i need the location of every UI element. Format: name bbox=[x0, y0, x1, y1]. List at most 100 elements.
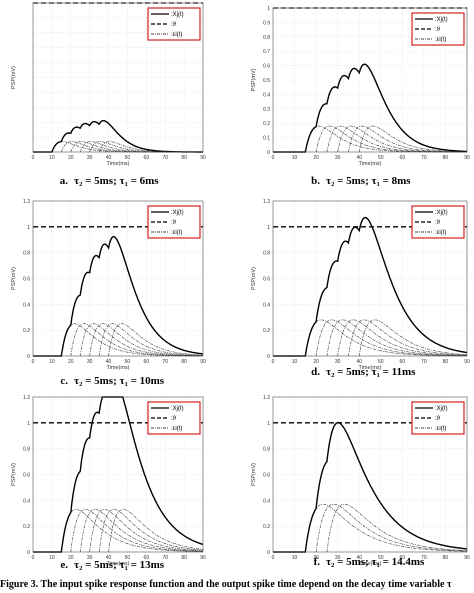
x-tick-label: 80 bbox=[443, 359, 449, 365]
x-tick-label: 70 bbox=[162, 555, 168, 561]
y-tick-label: 1 bbox=[27, 421, 30, 427]
y-tick-label: 0.6 bbox=[263, 473, 270, 479]
legend-kernel-label: :εi(t) bbox=[171, 426, 182, 432]
y-tick-label: 0 bbox=[267, 150, 270, 156]
kernel-line-1 bbox=[305, 319, 467, 357]
legend-kernel-label: :εi(t) bbox=[435, 426, 446, 432]
legend: :Xj(t):ϑ:εi(t) bbox=[147, 205, 201, 239]
legend-box bbox=[411, 401, 465, 435]
chart-panel-5: 0 10 20 30 40 50 60 70 80 90 0 0.2 0.4 0.6 0.8 1 1.2 Time… bbox=[11, 395, 206, 571]
x-tick-label: 10 bbox=[292, 155, 298, 161]
x-tick-label: 10 bbox=[49, 359, 55, 365]
x-tick-label: 30 bbox=[87, 555, 93, 561]
chart-panel-2: 0 10 20 30 40 50 60 70 80 90 0 0.1 0.2 0.3 0.4 0.5 0.6 0.… bbox=[251, 6, 470, 187]
x-tick-label: 60 bbox=[144, 555, 150, 561]
kernel-line-5 bbox=[89, 141, 203, 153]
x-tick-label: 80 bbox=[181, 555, 187, 561]
x-tick-label: 70 bbox=[421, 555, 427, 561]
x-tick-label: 90 bbox=[200, 555, 206, 561]
panel-label: f. bbox=[314, 556, 321, 568]
x-tick-label: 50 bbox=[378, 155, 384, 161]
y-tick-label: 0.4 bbox=[23, 302, 30, 308]
legend: :Xj(t):ϑ:εi(t) bbox=[147, 7, 201, 41]
kernel-line-3 bbox=[79, 323, 203, 357]
y-tick-label: 0.1 bbox=[263, 136, 270, 142]
kernel-line-3 bbox=[79, 509, 204, 553]
x-tick-label: 20 bbox=[313, 155, 319, 161]
chart-panel-1: 0 10 20 30 40 50 60 70 80 90 Time(ms) PSP(mV):Xj(t)… bbox=[11, 2, 206, 187]
panel-sublabel: τ₂ = 5ms; τ₁ = 14.4ms bbox=[326, 556, 425, 568]
x-tick-label: 90 bbox=[464, 555, 470, 561]
x-tick-label: 40 bbox=[356, 155, 362, 161]
x-tick-label: 50 bbox=[125, 359, 131, 365]
x-tick-label: 30 bbox=[335, 555, 341, 561]
y-tick-label: 0.6 bbox=[263, 277, 270, 283]
y-axis-label: PSP(mV) bbox=[11, 66, 17, 89]
legend-psp-label: :Xj(t) bbox=[171, 406, 184, 412]
y-tick-label: 0 bbox=[267, 550, 270, 556]
chart-panel-4: 0 10 20 30 40 50 60 70 80 90 0 0.2 0.4 0.6 0.8 1 1.2 Time… bbox=[251, 199, 470, 378]
x-tick-label: 60 bbox=[400, 359, 406, 365]
legend-threshold-label: :ϑ bbox=[435, 27, 441, 33]
x-tick-label: 80 bbox=[181, 359, 187, 365]
y-tick-label: 0.6 bbox=[23, 277, 30, 283]
x-tick-label: 20 bbox=[68, 555, 74, 561]
y-tick-label: 1 bbox=[267, 421, 270, 427]
x-tick-label: 80 bbox=[443, 155, 449, 161]
x-axis-label: Time(ms) bbox=[358, 365, 381, 371]
legend-psp-label: :Xj(t) bbox=[435, 406, 448, 412]
x-tick-label: 40 bbox=[356, 555, 362, 561]
y-tick-label: 1 bbox=[267, 6, 270, 12]
y-tick-label: 0.7 bbox=[263, 49, 270, 55]
x-tick-label: 80 bbox=[181, 155, 187, 161]
x-tick-label: 30 bbox=[87, 155, 93, 161]
legend-threshold-label: :ϑ bbox=[171, 22, 177, 28]
y-tick-label: 0.2 bbox=[263, 328, 270, 334]
y-tick-label: 1.2 bbox=[263, 199, 270, 205]
axes-frame bbox=[32, 2, 204, 153]
legend-psp-label: :Xj(t) bbox=[171, 12, 184, 18]
panel-label: c. bbox=[60, 375, 68, 387]
x-axis-label: Time(ms) bbox=[106, 365, 129, 371]
y-tick-label: 0.2 bbox=[23, 524, 30, 530]
panel-sublabel: τ₂ = 5ms; τ₁ = 13ms bbox=[74, 559, 165, 571]
panel-sublabel: τ₂ = 5ms; τ₁ = 8ms bbox=[326, 175, 411, 187]
x-tick-label: 50 bbox=[125, 555, 131, 561]
y-tick-label: 0.8 bbox=[23, 447, 30, 453]
panel-label: d. bbox=[311, 366, 320, 378]
legend-threshold-label: :ϑ bbox=[435, 416, 441, 422]
legend-threshold-label: :ϑ bbox=[171, 220, 177, 226]
x-axis-label: Time(ms) bbox=[358, 561, 381, 567]
kernel-line-6 bbox=[98, 141, 203, 153]
y-tick-label: 1.2 bbox=[23, 199, 30, 205]
x-tick-label: 10 bbox=[49, 155, 55, 161]
axes-frame bbox=[272, 396, 468, 553]
x-axis-label: Time(ms) bbox=[358, 161, 381, 167]
y-tick-label: 0.8 bbox=[263, 251, 270, 257]
y-tick-label: 0.2 bbox=[23, 328, 30, 334]
y-tick-label: 0.6 bbox=[23, 473, 30, 479]
legend: :Xj(t) :ϑ :εi(t) bbox=[411, 401, 465, 435]
x-tick-label: 0 bbox=[32, 555, 35, 561]
x-tick-label: 30 bbox=[335, 359, 341, 365]
legend: :Xj(t):ϑ:εi(t) bbox=[411, 205, 465, 239]
x-tick-label: 90 bbox=[200, 359, 206, 365]
x-tick-label: 90 bbox=[464, 155, 470, 161]
x-tick-label: 40 bbox=[106, 155, 112, 161]
y-tick-label: 0.3 bbox=[263, 107, 270, 113]
panel-sublabel: τ₂ = 5ms; τ₁ = 11ms bbox=[326, 366, 416, 378]
legend-box bbox=[147, 205, 201, 239]
panel-label: b. bbox=[311, 175, 320, 187]
kernel-line-2 bbox=[315, 125, 467, 153]
kernel-line-4 bbox=[89, 323, 203, 357]
legend-box bbox=[411, 205, 465, 239]
x-tick-label: 0 bbox=[32, 155, 35, 161]
kernel-line-2 bbox=[70, 509, 203, 553]
kernel-line-4 bbox=[89, 509, 204, 553]
y-axis-label: PSP(mV) bbox=[251, 267, 257, 290]
panel-sublabel: τ₂ = 5ms; τ₁ = 10ms bbox=[74, 375, 165, 387]
x-tick-label: 60 bbox=[400, 155, 406, 161]
y-axis-label: PSP(mV) bbox=[11, 463, 17, 486]
panel-label: e. bbox=[60, 559, 68, 571]
kernel-line-2 bbox=[315, 503, 467, 553]
